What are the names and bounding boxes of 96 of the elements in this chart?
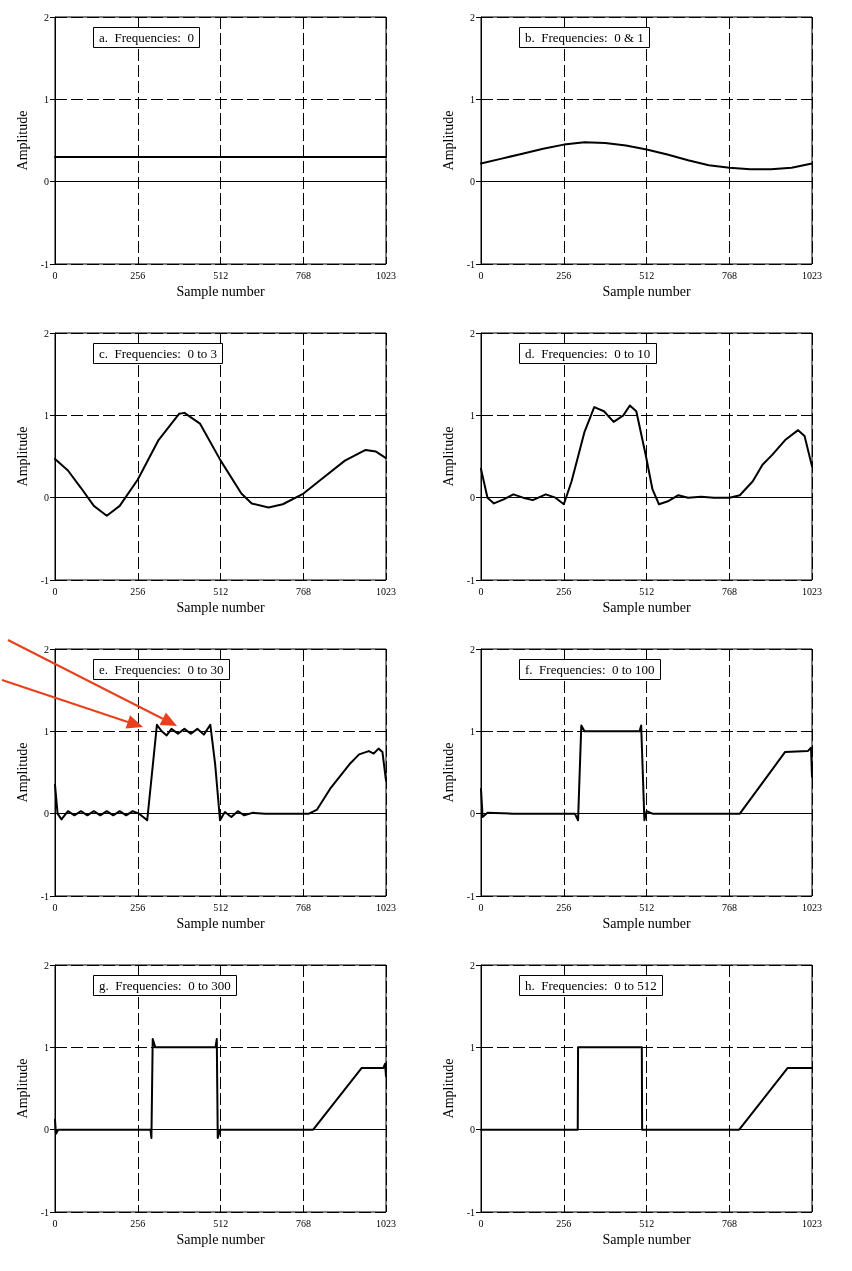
x-tick-label: 256 bbox=[556, 269, 572, 281]
x-tick-label: 768 bbox=[295, 1217, 311, 1229]
y-tick-label: 0 bbox=[470, 492, 475, 504]
y-tick-label: 0 bbox=[470, 1124, 475, 1136]
x-axis-title: Sample number bbox=[176, 1232, 265, 1248]
y-tick-label: 1 bbox=[470, 93, 475, 105]
x-tick-label: 512 bbox=[213, 901, 229, 913]
x-tick-label: 0 bbox=[478, 901, 484, 913]
x-tick-label: 0 bbox=[52, 269, 58, 281]
x-tick-label: 0 bbox=[478, 585, 484, 597]
x-axis-title: Sample number bbox=[602, 600, 691, 616]
text: f. Frequencies: 0 to 100 bbox=[525, 662, 655, 677]
text: c. Frequencies: 0 to 3 bbox=[99, 346, 218, 361]
x-tick-label: 512 bbox=[639, 269, 655, 281]
x-tick-label: 512 bbox=[213, 1217, 229, 1229]
y-axis-title: Amplitude bbox=[15, 1058, 31, 1119]
x-tick-label: 1023 bbox=[802, 1217, 822, 1229]
y-tick-label: 2 bbox=[470, 327, 475, 339]
x-tick-label: 1023 bbox=[802, 269, 822, 281]
y-tick-label: 1 bbox=[44, 409, 49, 421]
y-tick-label: 1 bbox=[470, 1041, 475, 1053]
y-tick-label: -1 bbox=[40, 1206, 49, 1218]
x-tick-label: 256 bbox=[556, 585, 572, 597]
x-tick-label: 1023 bbox=[376, 585, 396, 597]
y-axis-title: Amplitude bbox=[15, 110, 31, 171]
y-tick-label: 1 bbox=[470, 725, 475, 737]
y-axis-title: Amplitude bbox=[441, 426, 457, 487]
y-tick-label: 2 bbox=[470, 959, 475, 971]
x-tick-label: 256 bbox=[130, 585, 146, 597]
y-tick-label: 0 bbox=[44, 1124, 49, 1136]
y-tick-label: 2 bbox=[44, 643, 49, 655]
x-axis-title: Sample number bbox=[176, 284, 265, 300]
x-tick-label: 768 bbox=[295, 901, 311, 913]
text: g. Frequencies: 0 to 300 bbox=[99, 978, 231, 993]
y-tick-label: 1 bbox=[44, 93, 49, 105]
y-tick-label: 0 bbox=[470, 808, 475, 820]
x-tick-label: 0 bbox=[52, 585, 58, 597]
x-tick-label: 0 bbox=[478, 1217, 484, 1229]
text: e. Frequencies: 0 to 30 bbox=[99, 662, 224, 677]
y-axis-title: Amplitude bbox=[441, 1058, 457, 1119]
text: h. Frequencies: 0 to 512 bbox=[525, 978, 657, 993]
x-tick-label: 0 bbox=[478, 269, 484, 281]
x-tick-label: 1023 bbox=[802, 901, 822, 913]
x-tick-label: 512 bbox=[639, 901, 655, 913]
x-tick-label: 768 bbox=[721, 1217, 737, 1229]
y-tick-label: 0 bbox=[470, 176, 475, 188]
x-tick-label: 768 bbox=[295, 269, 311, 281]
y-tick-label: -1 bbox=[40, 258, 49, 270]
y-tick-label: -1 bbox=[466, 1206, 475, 1218]
x-tick-label: 512 bbox=[639, 1217, 655, 1229]
y-axis-title: Amplitude bbox=[441, 742, 457, 803]
y-tick-label: 0 bbox=[44, 176, 49, 188]
x-tick-label: 768 bbox=[721, 585, 737, 597]
y-tick-label: 0 bbox=[44, 492, 49, 504]
y-tick-label: 1 bbox=[44, 1041, 49, 1053]
x-axis-title: Sample number bbox=[602, 916, 691, 932]
x-tick-label: 1023 bbox=[376, 269, 396, 281]
x-tick-label: 256 bbox=[130, 269, 146, 281]
y-tick-label: -1 bbox=[40, 890, 49, 902]
y-tick-label: 2 bbox=[44, 327, 49, 339]
x-tick-label: 256 bbox=[556, 1217, 572, 1229]
y-axis-title: Amplitude bbox=[15, 742, 31, 803]
x-tick-label: 0 bbox=[52, 901, 58, 913]
y-tick-label: -1 bbox=[40, 574, 49, 586]
x-tick-label: 0 bbox=[52, 1217, 58, 1229]
x-axis-title: Sample number bbox=[602, 1232, 691, 1248]
x-tick-label: 256 bbox=[556, 901, 572, 913]
x-tick-label: 256 bbox=[130, 901, 146, 913]
y-axis-title: Amplitude bbox=[15, 426, 31, 487]
x-tick-label: 768 bbox=[295, 585, 311, 597]
y-axis-title: Amplitude bbox=[441, 110, 457, 171]
x-tick-label: 1023 bbox=[376, 1217, 396, 1229]
x-tick-label: 512 bbox=[639, 585, 655, 597]
y-tick-label: 2 bbox=[44, 959, 49, 971]
x-tick-label: 512 bbox=[213, 269, 229, 281]
x-axis-title: Sample number bbox=[176, 600, 265, 616]
x-tick-label: 768 bbox=[721, 901, 737, 913]
x-tick-label: 1023 bbox=[376, 901, 396, 913]
y-tick-label: -1 bbox=[466, 258, 475, 270]
y-tick-label: 1 bbox=[470, 409, 475, 421]
y-tick-label: -1 bbox=[466, 574, 475, 586]
x-tick-label: 256 bbox=[130, 1217, 146, 1229]
text: b. Frequencies: 0 & 1 bbox=[525, 30, 644, 45]
x-axis-title: Sample number bbox=[602, 284, 691, 300]
x-tick-label: 512 bbox=[213, 585, 229, 597]
y-tick-label: 0 bbox=[44, 808, 49, 820]
text: d. Frequencies: 0 to 10 bbox=[525, 346, 651, 361]
y-tick-label: 1 bbox=[44, 725, 49, 737]
y-tick-label: 2 bbox=[44, 11, 49, 23]
text: a. Frequencies: 0 bbox=[99, 30, 194, 45]
x-tick-label: 768 bbox=[721, 269, 737, 281]
y-tick-label: -1 bbox=[466, 890, 475, 902]
y-tick-label: 2 bbox=[470, 643, 475, 655]
x-axis-title: Sample number bbox=[176, 916, 265, 932]
x-tick-label: 1023 bbox=[802, 585, 822, 597]
y-tick-label: 2 bbox=[470, 11, 475, 23]
